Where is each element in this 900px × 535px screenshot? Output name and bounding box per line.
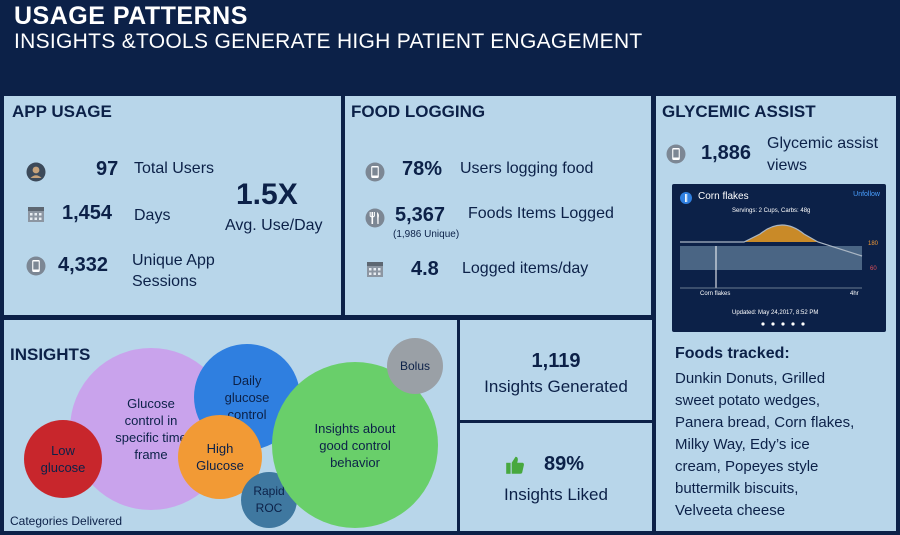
glycemic-views-value: 1,886 [701,142,752,164]
sessions-value: 4,332 [58,254,109,276]
app-usage-title: APP USAGE [12,102,112,121]
items-per-day-value: 4.8 [411,258,439,280]
avg-use-label: Avg. Use/Day [225,217,323,234]
page-title: USAGE PATTERNS [14,2,248,30]
total-users-label: Total Users [134,160,215,177]
insights-divider-horizontal [460,420,652,423]
foods-tracked-list: Dunkin Donuts, Grilled sweet potato wedg… [675,368,895,522]
insights-divider-vertical [457,320,460,531]
app-usage-panel: APP USAGE 97 Total Users 1,454 Days 4,33… [4,96,341,315]
card-unfollow-link[interactable]: Unfollow [853,191,880,198]
sessions-label-1: Unique App [132,252,215,269]
foods-tracked-line: Panera bread, Corn flakes, [675,414,855,431]
bubble-low-glucose: Low glucose [24,420,102,498]
avg-use-value: 1.5X [236,178,298,211]
utensils-icon [365,208,385,228]
card-x-end-label: 4hr [850,291,859,297]
foods-tracked-line: sweet potato wedges, [675,392,821,409]
glucose-curve-chart [680,224,863,326]
foods-logged-value: 5,367 [395,204,446,226]
user-icon [26,162,46,182]
insights-generated-label: Insights Generated [484,377,628,396]
foods-logged-label: Foods Items Logged [468,205,614,222]
glycemic-views-label-2: views [767,157,808,174]
days-value: 1,454 [62,202,113,224]
foods-tracked-line: Velveeta cheese [675,502,786,519]
insights-title: INSIGHTS [10,345,91,364]
insights-panel: INSIGHTS Glucose control in specific tim… [4,320,652,531]
days-label: Days [134,207,171,224]
fork-icon: ‖ [680,192,692,204]
food-logging-panel: FOOD LOGGING 78% Users logging food 5,36… [345,96,651,315]
phone-icon [26,256,46,276]
insights-liked-value: 89% [544,453,585,475]
total-users-value: 97 [96,158,119,180]
glycemic-assist-title: GLYCEMIC ASSIST [662,102,816,121]
card-y-high-label: 180 [868,241,879,247]
foods-tracked-line: cream, Popeyes style [675,458,819,475]
card-x-start-label: Corn flakes [700,291,731,297]
insights-generated-value: 1,119 [531,350,581,372]
glycemic-assist-panel: GLYCEMIC ASSIST 1,886 Glycemic assist vi… [656,96,896,531]
bubble-bolus: Bolus [387,338,443,394]
foods-tracked-title: Foods tracked: [675,345,790,362]
calendar-icon [28,207,44,222]
bubble-good-control: Insights about good control behavior [272,362,438,528]
foods-tracked-line: Milky Way, Edy’s ice [675,436,810,453]
page-subtitle: INSIGHTS &TOOLS GENERATE HIGH PATIENT EN… [14,30,643,53]
calendar-icon [367,262,383,277]
glycemic-app-card: ‖ Corn flakes Unfollow Servings: 2 Cups,… [672,184,886,332]
categories-delivered-label: Categories Delivered [10,514,123,528]
items-per-day-label: Logged items/day [462,260,589,277]
glycemic-views-label-1: Glycemic assist [767,135,879,152]
foods-unique-label: (1,986 Unique) [393,229,460,240]
card-y-low-label: 60 [870,266,877,272]
sessions-label-2: Sessions [132,273,197,290]
card-updated-label: Updated: May 24,2017, 8:52 PM [732,310,819,316]
foods-tracked-line: buttermilk biscuits, [675,480,799,497]
food-logging-title: FOOD LOGGING [351,102,486,121]
insights-liked-label: Insights Liked [504,485,608,504]
users-logging-value: 78% [402,158,443,180]
users-logging-label: Users logging food [460,160,594,177]
phone-icon [666,144,686,164]
card-food-name: Corn flakes [698,191,749,202]
card-servings: Servings: 2 Cups, Carbs: 48g [732,208,811,214]
phone-icon [365,162,385,182]
thumbs-up-icon [506,456,524,474]
foods-tracked-line: Dunkin Donuts, Grilled [675,370,826,387]
